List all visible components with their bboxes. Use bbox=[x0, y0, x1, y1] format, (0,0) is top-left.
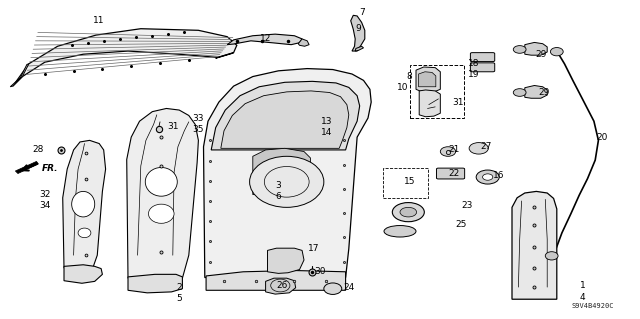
Polygon shape bbox=[127, 108, 198, 278]
Text: 25: 25 bbox=[455, 220, 467, 229]
Polygon shape bbox=[206, 271, 346, 290]
Polygon shape bbox=[351, 15, 365, 51]
Ellipse shape bbox=[550, 48, 563, 56]
Text: 9: 9 bbox=[356, 24, 361, 33]
Polygon shape bbox=[419, 72, 436, 87]
Text: 29: 29 bbox=[538, 88, 550, 97]
Text: 32: 32 bbox=[39, 190, 51, 199]
Text: 2: 2 bbox=[177, 283, 182, 292]
Polygon shape bbox=[355, 46, 364, 51]
Text: 8: 8 bbox=[407, 72, 412, 81]
Text: 27: 27 bbox=[481, 142, 492, 151]
Text: 12: 12 bbox=[260, 34, 271, 43]
Text: 33: 33 bbox=[193, 114, 204, 122]
Polygon shape bbox=[266, 278, 296, 294]
Text: 31: 31 bbox=[452, 98, 463, 107]
Text: 15: 15 bbox=[404, 177, 415, 186]
Ellipse shape bbox=[545, 252, 558, 260]
Polygon shape bbox=[10, 64, 29, 87]
Ellipse shape bbox=[513, 46, 526, 53]
Polygon shape bbox=[268, 248, 304, 273]
Text: 34: 34 bbox=[39, 201, 51, 210]
Text: 14: 14 bbox=[321, 128, 332, 137]
Polygon shape bbox=[211, 81, 360, 150]
Text: 18: 18 bbox=[468, 59, 479, 68]
Ellipse shape bbox=[72, 191, 95, 217]
Polygon shape bbox=[216, 53, 234, 58]
Text: 35: 35 bbox=[193, 125, 204, 134]
Text: 13: 13 bbox=[321, 117, 332, 126]
FancyBboxPatch shape bbox=[436, 168, 465, 179]
Ellipse shape bbox=[469, 143, 488, 154]
Polygon shape bbox=[64, 265, 102, 283]
Polygon shape bbox=[13, 29, 237, 86]
Text: 20: 20 bbox=[596, 133, 607, 142]
Text: 31: 31 bbox=[167, 122, 179, 130]
Text: 11: 11 bbox=[93, 16, 105, 25]
Polygon shape bbox=[298, 39, 309, 46]
Ellipse shape bbox=[513, 89, 526, 96]
Text: 26: 26 bbox=[276, 281, 287, 290]
Polygon shape bbox=[512, 191, 557, 299]
Text: 10: 10 bbox=[397, 83, 409, 92]
Text: 16: 16 bbox=[493, 171, 505, 180]
Text: 22: 22 bbox=[449, 169, 460, 178]
Text: 28: 28 bbox=[33, 145, 44, 154]
Text: 29: 29 bbox=[535, 50, 547, 59]
Text: 6: 6 bbox=[276, 192, 281, 201]
Polygon shape bbox=[221, 91, 349, 148]
Text: 17: 17 bbox=[308, 244, 319, 253]
Polygon shape bbox=[227, 34, 302, 45]
FancyBboxPatch shape bbox=[470, 63, 495, 72]
Text: 30: 30 bbox=[314, 267, 326, 276]
Text: 24: 24 bbox=[343, 283, 355, 292]
Bar bbox=[410, 65, 464, 118]
Ellipse shape bbox=[400, 207, 417, 217]
Ellipse shape bbox=[476, 170, 499, 184]
Text: FR.: FR. bbox=[42, 164, 58, 173]
Ellipse shape bbox=[384, 226, 416, 237]
Polygon shape bbox=[63, 140, 106, 268]
FancyBboxPatch shape bbox=[470, 53, 495, 62]
Text: 1: 1 bbox=[580, 281, 585, 290]
Text: 23: 23 bbox=[461, 201, 473, 210]
Polygon shape bbox=[525, 85, 547, 98]
Text: 5: 5 bbox=[177, 294, 182, 303]
Ellipse shape bbox=[440, 147, 456, 156]
Text: 7: 7 bbox=[359, 8, 364, 17]
Polygon shape bbox=[419, 90, 440, 117]
Ellipse shape bbox=[324, 283, 342, 294]
Polygon shape bbox=[204, 69, 371, 278]
Polygon shape bbox=[253, 148, 310, 195]
Ellipse shape bbox=[145, 167, 177, 196]
Ellipse shape bbox=[392, 203, 424, 222]
Ellipse shape bbox=[148, 204, 174, 223]
Ellipse shape bbox=[250, 156, 324, 207]
Polygon shape bbox=[128, 274, 182, 293]
Text: 4: 4 bbox=[580, 293, 585, 302]
Polygon shape bbox=[525, 42, 547, 55]
Polygon shape bbox=[416, 67, 440, 93]
Ellipse shape bbox=[78, 228, 91, 238]
Text: 3: 3 bbox=[276, 181, 281, 189]
Text: S9V4B4920C: S9V4B4920C bbox=[572, 303, 614, 309]
Text: 21: 21 bbox=[449, 145, 460, 154]
Polygon shape bbox=[15, 161, 38, 174]
Ellipse shape bbox=[483, 174, 493, 180]
Text: 19: 19 bbox=[468, 70, 479, 79]
Bar bbox=[383, 168, 428, 198]
